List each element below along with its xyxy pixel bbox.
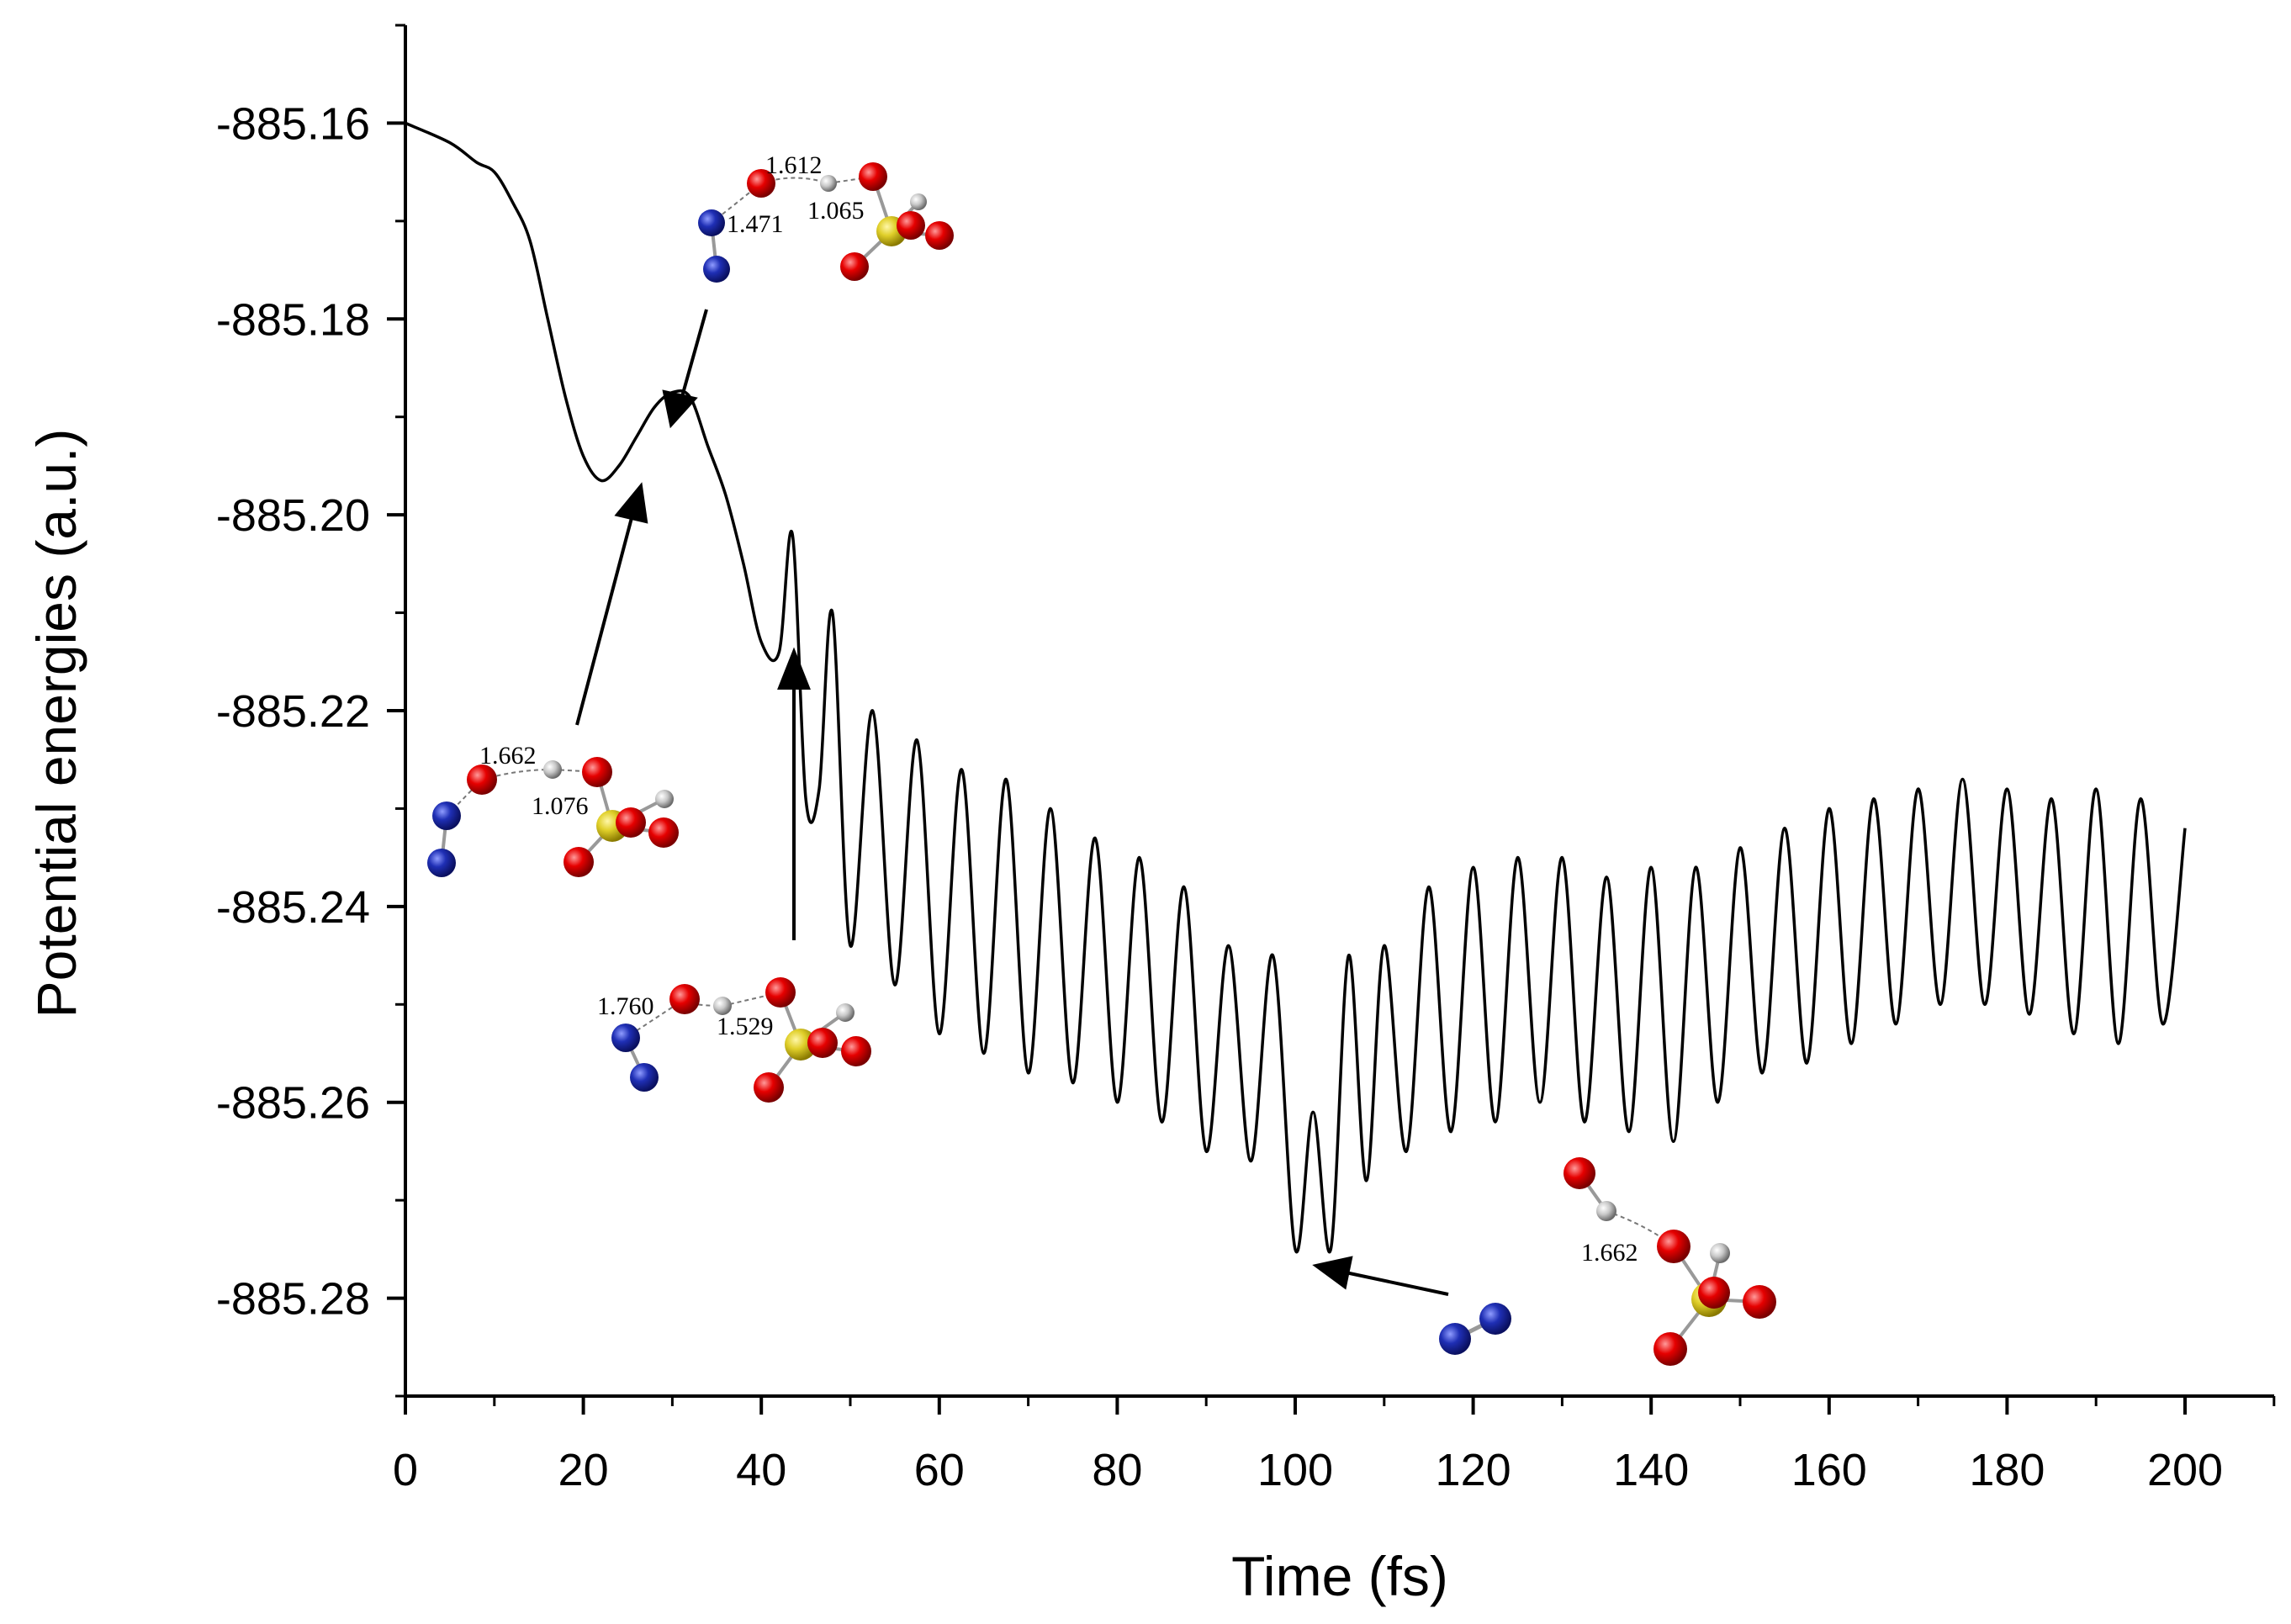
atom-oxygen <box>765 977 796 1008</box>
y-tick-label: -885.22 <box>216 686 370 737</box>
atom-oxygen <box>807 1028 838 1058</box>
atom-oxygen <box>897 211 925 240</box>
atom-nitrogen <box>630 1063 659 1092</box>
atom-sulfur <box>785 1029 817 1061</box>
atom-oxygen <box>1563 1157 1595 1189</box>
atom-hydrogen <box>1596 1201 1616 1221</box>
arrowhead-1 <box>662 389 698 429</box>
y-tick-label: -885.24 <box>216 882 370 933</box>
atom-hydrogen <box>910 193 927 210</box>
arrow-2 <box>575 514 634 726</box>
y-tick-label: -885.20 <box>216 490 370 541</box>
x-tick-label: 40 <box>736 1445 786 1495</box>
atom-oxygen <box>1653 1332 1687 1366</box>
arrowhead-3 <box>777 647 811 690</box>
x-tick-label: 120 <box>1436 1445 1511 1495</box>
distance-label: 1.662 <box>1581 1239 1638 1267</box>
atom-nitrogen <box>703 256 730 283</box>
atom-hydrogen <box>1710 1243 1730 1263</box>
x-tick-label: 100 <box>1257 1445 1333 1495</box>
x-tick-label: 180 <box>1969 1445 2045 1495</box>
y-tick-label: -885.28 <box>216 1274 370 1325</box>
distance-label: 1.662 <box>479 742 537 770</box>
x-axis-title: Time (fs) <box>1231 1545 1448 1607</box>
molecule-1: 1.612 1.471 1.065 <box>698 151 954 283</box>
distance-label: 1.760 <box>597 992 654 1020</box>
x-tick-label: 200 <box>2147 1445 2223 1495</box>
annotation-arrows <box>575 309 1449 1296</box>
distance-label: 1.076 <box>532 792 589 820</box>
atom-nitrogen <box>432 801 461 830</box>
atom-oxygen <box>1698 1277 1730 1309</box>
distance-label: 1.471 <box>727 210 784 238</box>
atom-oxygen <box>467 764 497 795</box>
atom-oxygen <box>669 984 700 1014</box>
atom-oxygen <box>582 757 612 787</box>
x-ticks: 0 20 40 60 80 100 120 140 160 180 200 <box>393 1396 2276 1495</box>
x-tick-label: 60 <box>914 1445 965 1495</box>
bond <box>722 992 781 1007</box>
atom-oxygen <box>1657 1230 1690 1263</box>
atom-nitrogen <box>1479 1303 1511 1335</box>
atom-nitrogen <box>698 209 725 236</box>
atom-hydrogen <box>655 790 674 808</box>
distance-label: 1.612 <box>765 151 823 179</box>
atom-hydrogen <box>820 175 837 192</box>
atom-oxygen <box>840 252 869 281</box>
atom-oxygen <box>648 817 679 848</box>
atom-oxygen <box>859 162 887 191</box>
x-tick-label: 140 <box>1613 1445 1689 1495</box>
atom-hydrogen <box>713 997 732 1015</box>
y-tick-label: -885.16 <box>216 98 370 149</box>
arrowhead-4 <box>1312 1256 1353 1290</box>
atom-oxygen <box>563 847 594 877</box>
series-line <box>405 121 2187 1254</box>
atom-nitrogen <box>1439 1323 1471 1355</box>
molecule-2: 1.662 1.076 <box>427 742 679 877</box>
atom-hydrogen <box>836 1003 854 1022</box>
y-axis-title: Potential energies (a.u.) <box>25 429 87 1018</box>
arrow-1 <box>680 309 708 400</box>
atom-oxygen <box>754 1072 784 1103</box>
arrowhead-2 <box>614 482 648 524</box>
molecule-4: 1.662 <box>1439 1157 1776 1366</box>
atom-oxygen <box>925 221 954 250</box>
x-tick-label: 80 <box>1092 1445 1142 1495</box>
x-tick-label: 20 <box>558 1445 609 1495</box>
atom-oxygen <box>1743 1285 1776 1319</box>
atom-hydrogen <box>543 760 562 779</box>
distance-label: 1.065 <box>807 197 865 225</box>
atom-oxygen <box>747 169 775 198</box>
atom-oxygen <box>841 1036 871 1066</box>
x-tick-label: 0 <box>393 1445 418 1495</box>
arrow-4 <box>1345 1271 1449 1296</box>
y-ticks: -885.16 -885.18 -885.20 -885.22 -885.24 -885.… <box>216 24 405 1398</box>
distance-label: 1.529 <box>717 1013 774 1040</box>
y-tick-label: -885.26 <box>216 1078 370 1129</box>
x-tick-label: 160 <box>1791 1445 1867 1495</box>
molecule-3: 1.760 1.529 <box>597 977 871 1103</box>
atom-oxygen <box>616 807 646 838</box>
atom-nitrogen <box>427 849 456 877</box>
y-tick-label: -885.18 <box>216 294 370 345</box>
atom-nitrogen <box>611 1024 640 1052</box>
